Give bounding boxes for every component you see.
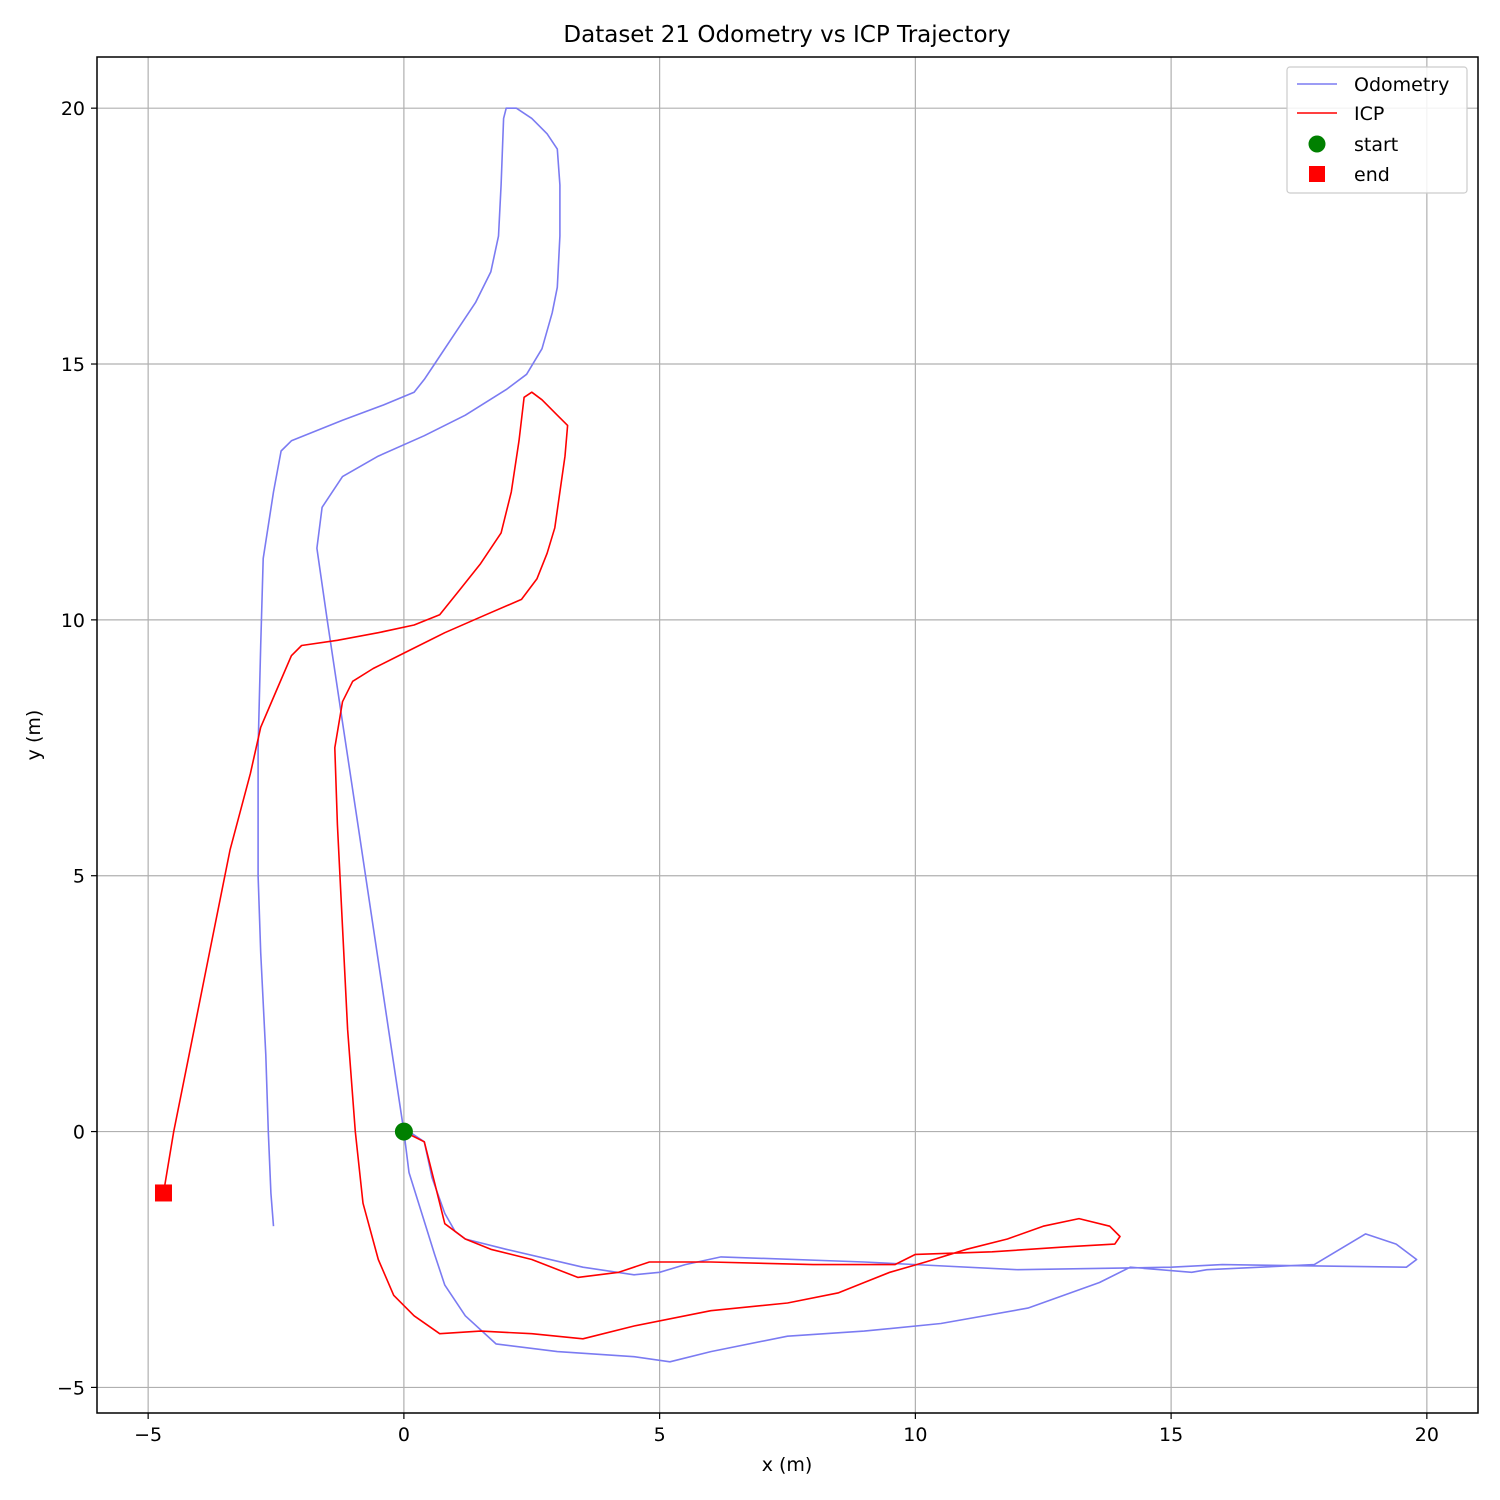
series-line-odometry-return bbox=[403, 1130, 1418, 1363]
x-tick-label: 5 bbox=[654, 1424, 666, 1446]
y-tick-label: −5 bbox=[57, 1377, 85, 1399]
x-axis-label: x (m) bbox=[762, 1454, 813, 1476]
x-tick-label: 10 bbox=[903, 1424, 927, 1446]
ticks: −5 0 5 10 15 20 −5 0 5 10 15 20 bbox=[57, 98, 1439, 1446]
legend-start-label: start bbox=[1354, 134, 1398, 156]
y-tick-label: 5 bbox=[73, 866, 85, 888]
y-tick-label: 0 bbox=[73, 1122, 85, 1144]
legend-odometry-label: Odometry bbox=[1354, 74, 1449, 96]
marker-layer bbox=[154, 1122, 413, 1202]
y-tick-label: 10 bbox=[61, 610, 85, 632]
x-tick-label: 20 bbox=[1415, 1424, 1439, 1446]
chart-title: Dataset 21 Odometry vs ICP Trajectory bbox=[563, 22, 1010, 48]
plot-frame bbox=[96, 56, 1479, 1414]
marker-start bbox=[394, 1122, 413, 1141]
y-tick-label: 15 bbox=[61, 354, 85, 376]
legend-end-label: end bbox=[1354, 164, 1390, 186]
y-axis-label: y (m) bbox=[23, 710, 45, 761]
series-line-odometry bbox=[257, 107, 561, 1227]
x-tick-label: −5 bbox=[134, 1424, 162, 1446]
grid bbox=[97, 57, 1478, 1413]
legend-start-swatch bbox=[1308, 135, 1326, 153]
y-tick-label: 20 bbox=[61, 98, 85, 120]
x-tick-label: 0 bbox=[398, 1424, 410, 1446]
marker-end bbox=[154, 1184, 172, 1202]
series-layer bbox=[162, 107, 1418, 1363]
legend: Odometry ICP start end bbox=[1286, 66, 1468, 194]
legend-icp-label: ICP bbox=[1354, 103, 1384, 125]
x-tick-label: 15 bbox=[1159, 1424, 1183, 1446]
legend-end-swatch bbox=[1309, 166, 1325, 182]
series-line-icp bbox=[162, 391, 1121, 1340]
legend-box bbox=[1286, 66, 1468, 194]
